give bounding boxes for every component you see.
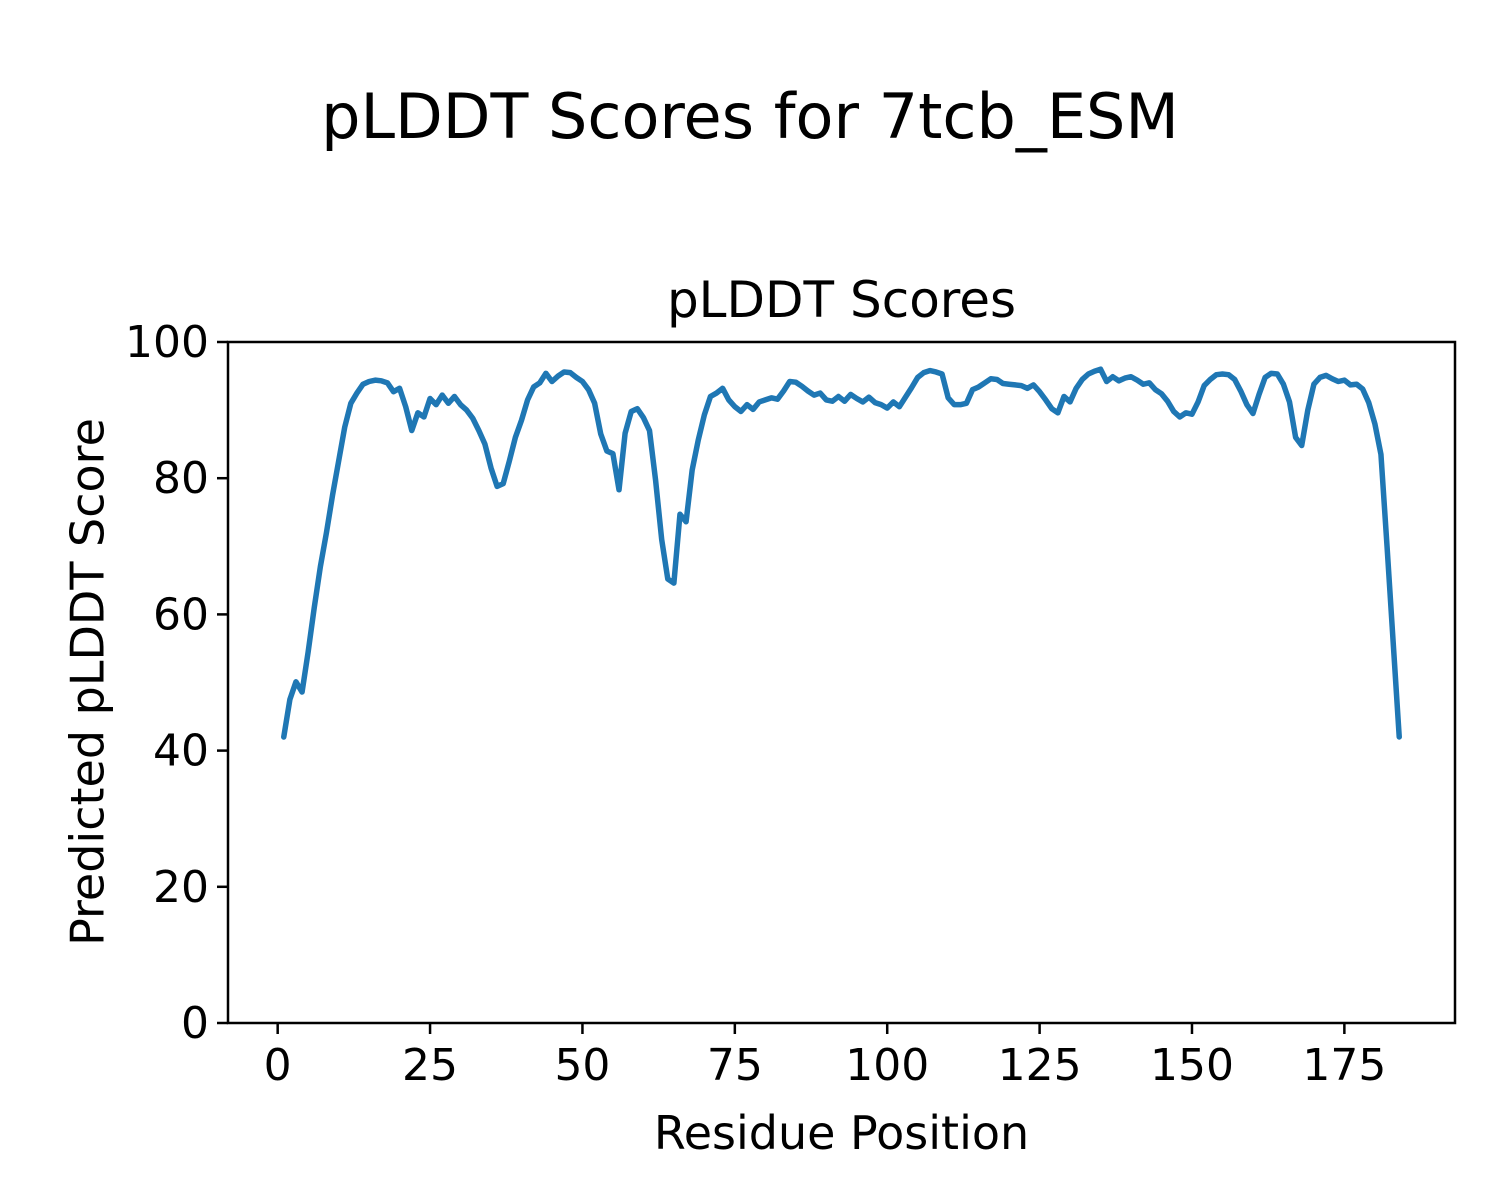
y-tick-label: 0 [181, 998, 209, 1049]
axes-title: pLDDT Scores [666, 271, 1017, 329]
figure-title: pLDDT Scores for 7tcb_ESM [321, 80, 1179, 153]
x-tick-label: 125 [998, 1040, 1082, 1091]
x-tick-label: 175 [1302, 1040, 1386, 1091]
x-tick-label: 0 [264, 1040, 292, 1091]
y-tick-label: 20 [153, 862, 209, 913]
x-axis-label: Residue Position [653, 1106, 1030, 1160]
x-tick-label: 100 [845, 1040, 929, 1091]
x-tick-label: 50 [554, 1040, 610, 1091]
y-tick-label: 100 [125, 317, 209, 368]
axes-spines [226, 340, 1457, 1025]
y-tick-label: 80 [153, 453, 209, 504]
y-tick-label: 40 [153, 726, 209, 777]
x-tick-label: 75 [707, 1040, 763, 1091]
x-tick-label: 25 [402, 1040, 458, 1091]
plddt-line [281, 366, 1402, 740]
x-tick-label: 150 [1150, 1040, 1234, 1091]
y-tick-label: 60 [153, 589, 209, 640]
